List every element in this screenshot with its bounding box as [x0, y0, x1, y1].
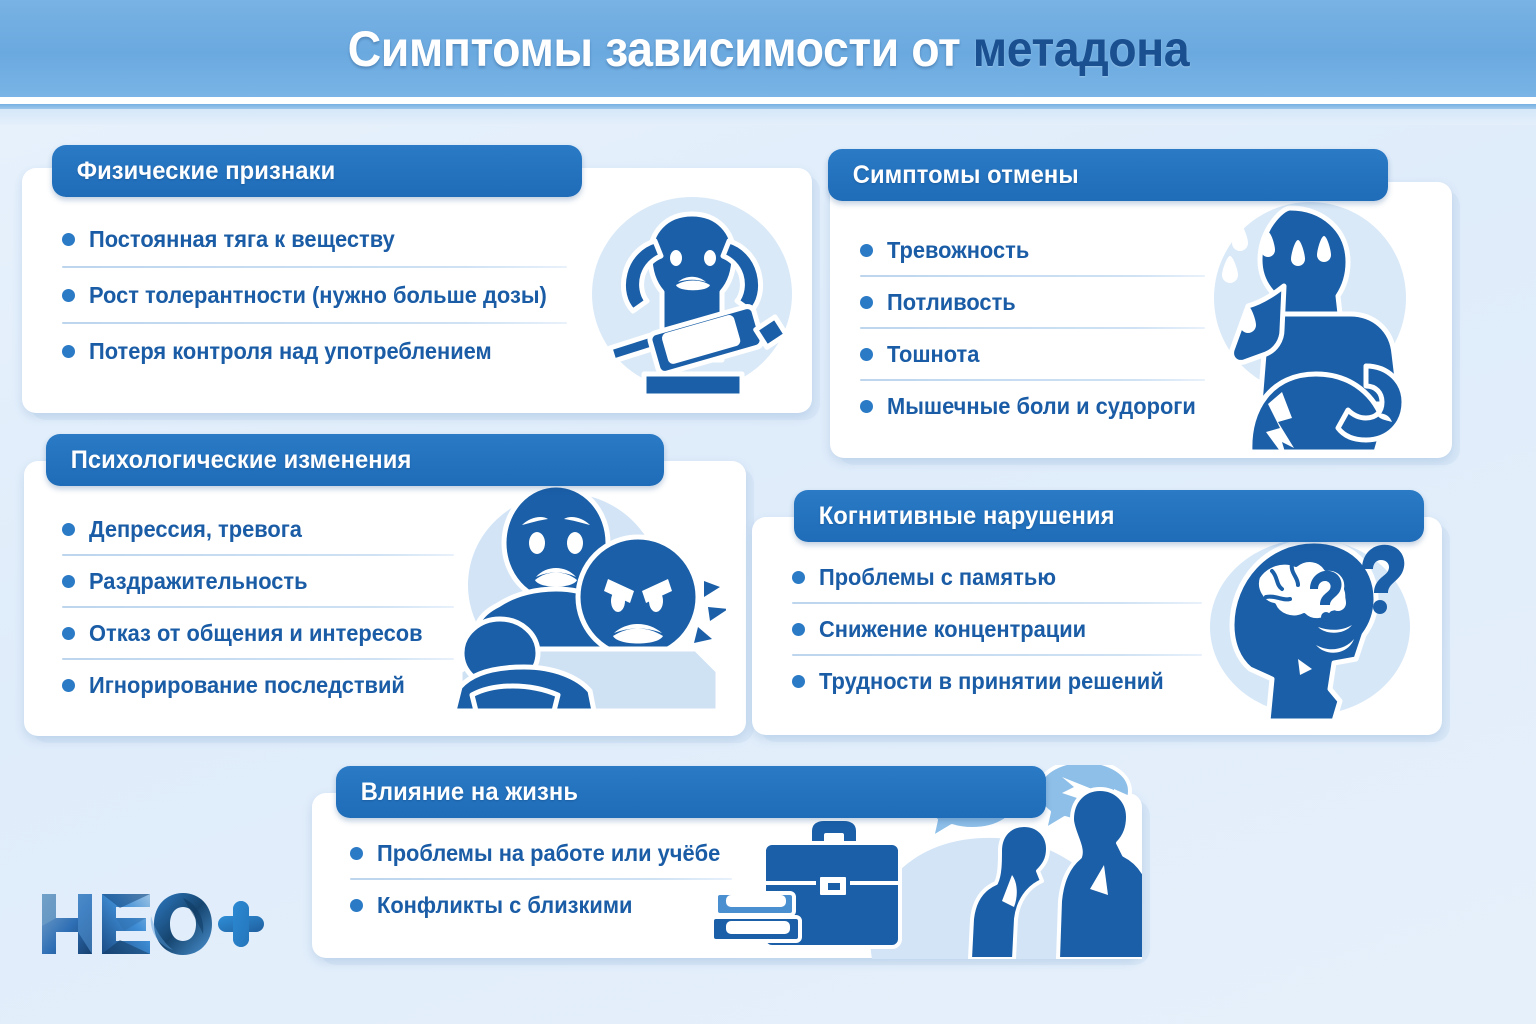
list-divider: [860, 275, 1205, 277]
bullet-icon: [792, 622, 805, 636]
list-item: Трудности в принятии решений: [792, 663, 1222, 699]
header-divider-white: [0, 97, 1536, 104]
list-item: Тошнота: [860, 336, 1280, 372]
bullet-icon: [62, 678, 75, 692]
list-divider: [62, 322, 567, 324]
card-header-cognitive-impairment: Когнитивные нарушения: [794, 490, 1424, 542]
bullet-icon: [62, 344, 75, 358]
list-divider: [792, 654, 1202, 656]
stressed-person-with-syringe-icon: [592, 197, 792, 399]
list-item-label: Постоянная тяга к веществу: [89, 225, 395, 252]
list-item-label: Проблемы на работе или учёбе: [377, 839, 721, 866]
list-item-label: Рост толерантности (нужно больше дозы): [89, 281, 547, 308]
list-item-label: Мышечные боли и судороги: [887, 392, 1196, 419]
list-item: Конфликты с близкими: [350, 887, 750, 923]
list-item-label: Тошнота: [887, 340, 980, 367]
card-withdrawal-symptoms: Тревожность Потливость Тошнота Мышечные …: [830, 182, 1452, 458]
list-item-label: Потеря контроля над употреблением: [89, 337, 492, 364]
card-header-life-impact: Влияние на жизнь: [336, 766, 1046, 818]
list-item: Рост толерантности (нужно больше дозы): [62, 276, 582, 314]
bullet-icon: [62, 232, 75, 246]
list-divider: [62, 554, 454, 556]
list-item: Проблемы на работе или учёбе: [350, 835, 750, 871]
card-psychological-changes: Депрессия, тревога Раздражительность Отк…: [24, 461, 746, 736]
list-divider: [62, 658, 454, 660]
card-header-physical-signs: Физические признаки: [52, 145, 582, 197]
bullet-icon: [62, 522, 75, 536]
sweating-person-in-pain-icon: [1214, 202, 1407, 452]
list-item: Депрессия, тревога: [62, 511, 492, 547]
list-item: Снижение концентрации: [792, 611, 1222, 647]
list-divider: [350, 878, 732, 880]
list-item: Мышечные боли и судороги: [860, 388, 1280, 424]
bullet-icon: [62, 626, 75, 640]
list-divider: [792, 602, 1202, 604]
list-item: Потеря контроля над употреблением: [62, 332, 582, 370]
list-psychological-changes: Депрессия, тревога Раздражительность Отк…: [62, 511, 492, 703]
page-header: Симптомы зависимости от метадона: [0, 0, 1536, 97]
bullet-icon: [350, 846, 363, 860]
logo-letter-e: [102, 894, 150, 954]
list-physical-signs: Постоянная тяга к веществу Рост толерант…: [62, 220, 582, 370]
bullet-icon: [860, 243, 873, 257]
list-item-label: Игнорирование последствий: [89, 671, 405, 698]
bullet-icon: [792, 674, 805, 688]
card-title-label: Физические признаки: [76, 156, 336, 185]
list-item: Постоянная тяга к веществу: [62, 220, 582, 258]
logo-plus-icon: [218, 901, 264, 947]
brand-logo-neo-plus: [42, 893, 264, 955]
card-header-withdrawal-symptoms: Симптомы отмены: [828, 149, 1388, 201]
card-title-label: Влияние на жизнь: [360, 777, 579, 806]
list-item: Раздражительность: [62, 563, 492, 599]
bullet-icon: [860, 347, 873, 361]
list-divider: [62, 266, 567, 268]
list-item-label: Тревожность: [887, 236, 1030, 263]
bullet-icon: [62, 288, 75, 302]
sad-and-angry-faces-icon: [451, 482, 726, 711]
card-cognitive-impairment: Проблемы с памятью Снижение концентрации…: [752, 517, 1442, 735]
list-item-label: Депрессия, тревога: [89, 515, 302, 542]
list-divider: [860, 327, 1205, 329]
list-divider: [860, 379, 1205, 381]
card-life-impact: Проблемы на работе или учёбе Конфликты с…: [312, 765, 1142, 959]
bullet-icon: [860, 295, 873, 309]
list-divider: [62, 606, 454, 608]
page-title-main: Симптомы зависимости от: [347, 20, 973, 77]
card-header-psychological-changes: Психологические изменения: [46, 434, 664, 486]
list-item-label: Проблемы с памятью: [819, 563, 1056, 590]
bullet-icon: [860, 399, 873, 413]
card-physical-signs: Постоянная тяга к веществу Рост толерант…: [22, 168, 812, 413]
list-item-label: Потливость: [887, 288, 1016, 315]
list-item-label: Снижение концентрации: [819, 615, 1087, 642]
list-item: Отказ от общения и интересов: [62, 615, 492, 651]
card-title-label: Психологические изменения: [70, 445, 412, 474]
list-cognitive-impairment: Проблемы с памятью Снижение концентрации…: [792, 559, 1222, 699]
list-item-label: Трудности в принятии решений: [819, 667, 1164, 694]
card-title-label: Симптомы отмены: [852, 160, 1079, 189]
list-item: Игнорирование последствий: [62, 667, 492, 703]
list-item: Тревожность: [860, 232, 1280, 268]
page-title-accent: метадона: [972, 20, 1189, 77]
list-item-label: Раздражительность: [89, 567, 308, 594]
bullet-icon: [792, 570, 805, 584]
list-item: Потливость: [860, 284, 1280, 320]
header-fade: [0, 109, 1536, 125]
page-title: Симптомы зависимости от метадона: [347, 20, 1189, 78]
bullet-icon: [62, 574, 75, 588]
list-item-label: Конфликты с близкими: [377, 891, 633, 918]
logo-letter-n: [42, 894, 92, 954]
header-divider-blue: [0, 104, 1536, 109]
logo-letter-o: [150, 893, 212, 955]
head-with-brain-question-marks-icon: [1210, 538, 1410, 724]
list-withdrawal-symptoms: Тревожность Потливость Тошнота Мышечные …: [860, 232, 1280, 424]
card-title-label: Когнитивные нарушения: [818, 501, 1115, 530]
bullet-icon: [350, 898, 363, 912]
list-life-impact: Проблемы на работе или учёбе Конфликты с…: [350, 835, 750, 923]
list-item: Проблемы с памятью: [792, 559, 1222, 595]
list-item-label: Отказ от общения и интересов: [89, 619, 423, 646]
